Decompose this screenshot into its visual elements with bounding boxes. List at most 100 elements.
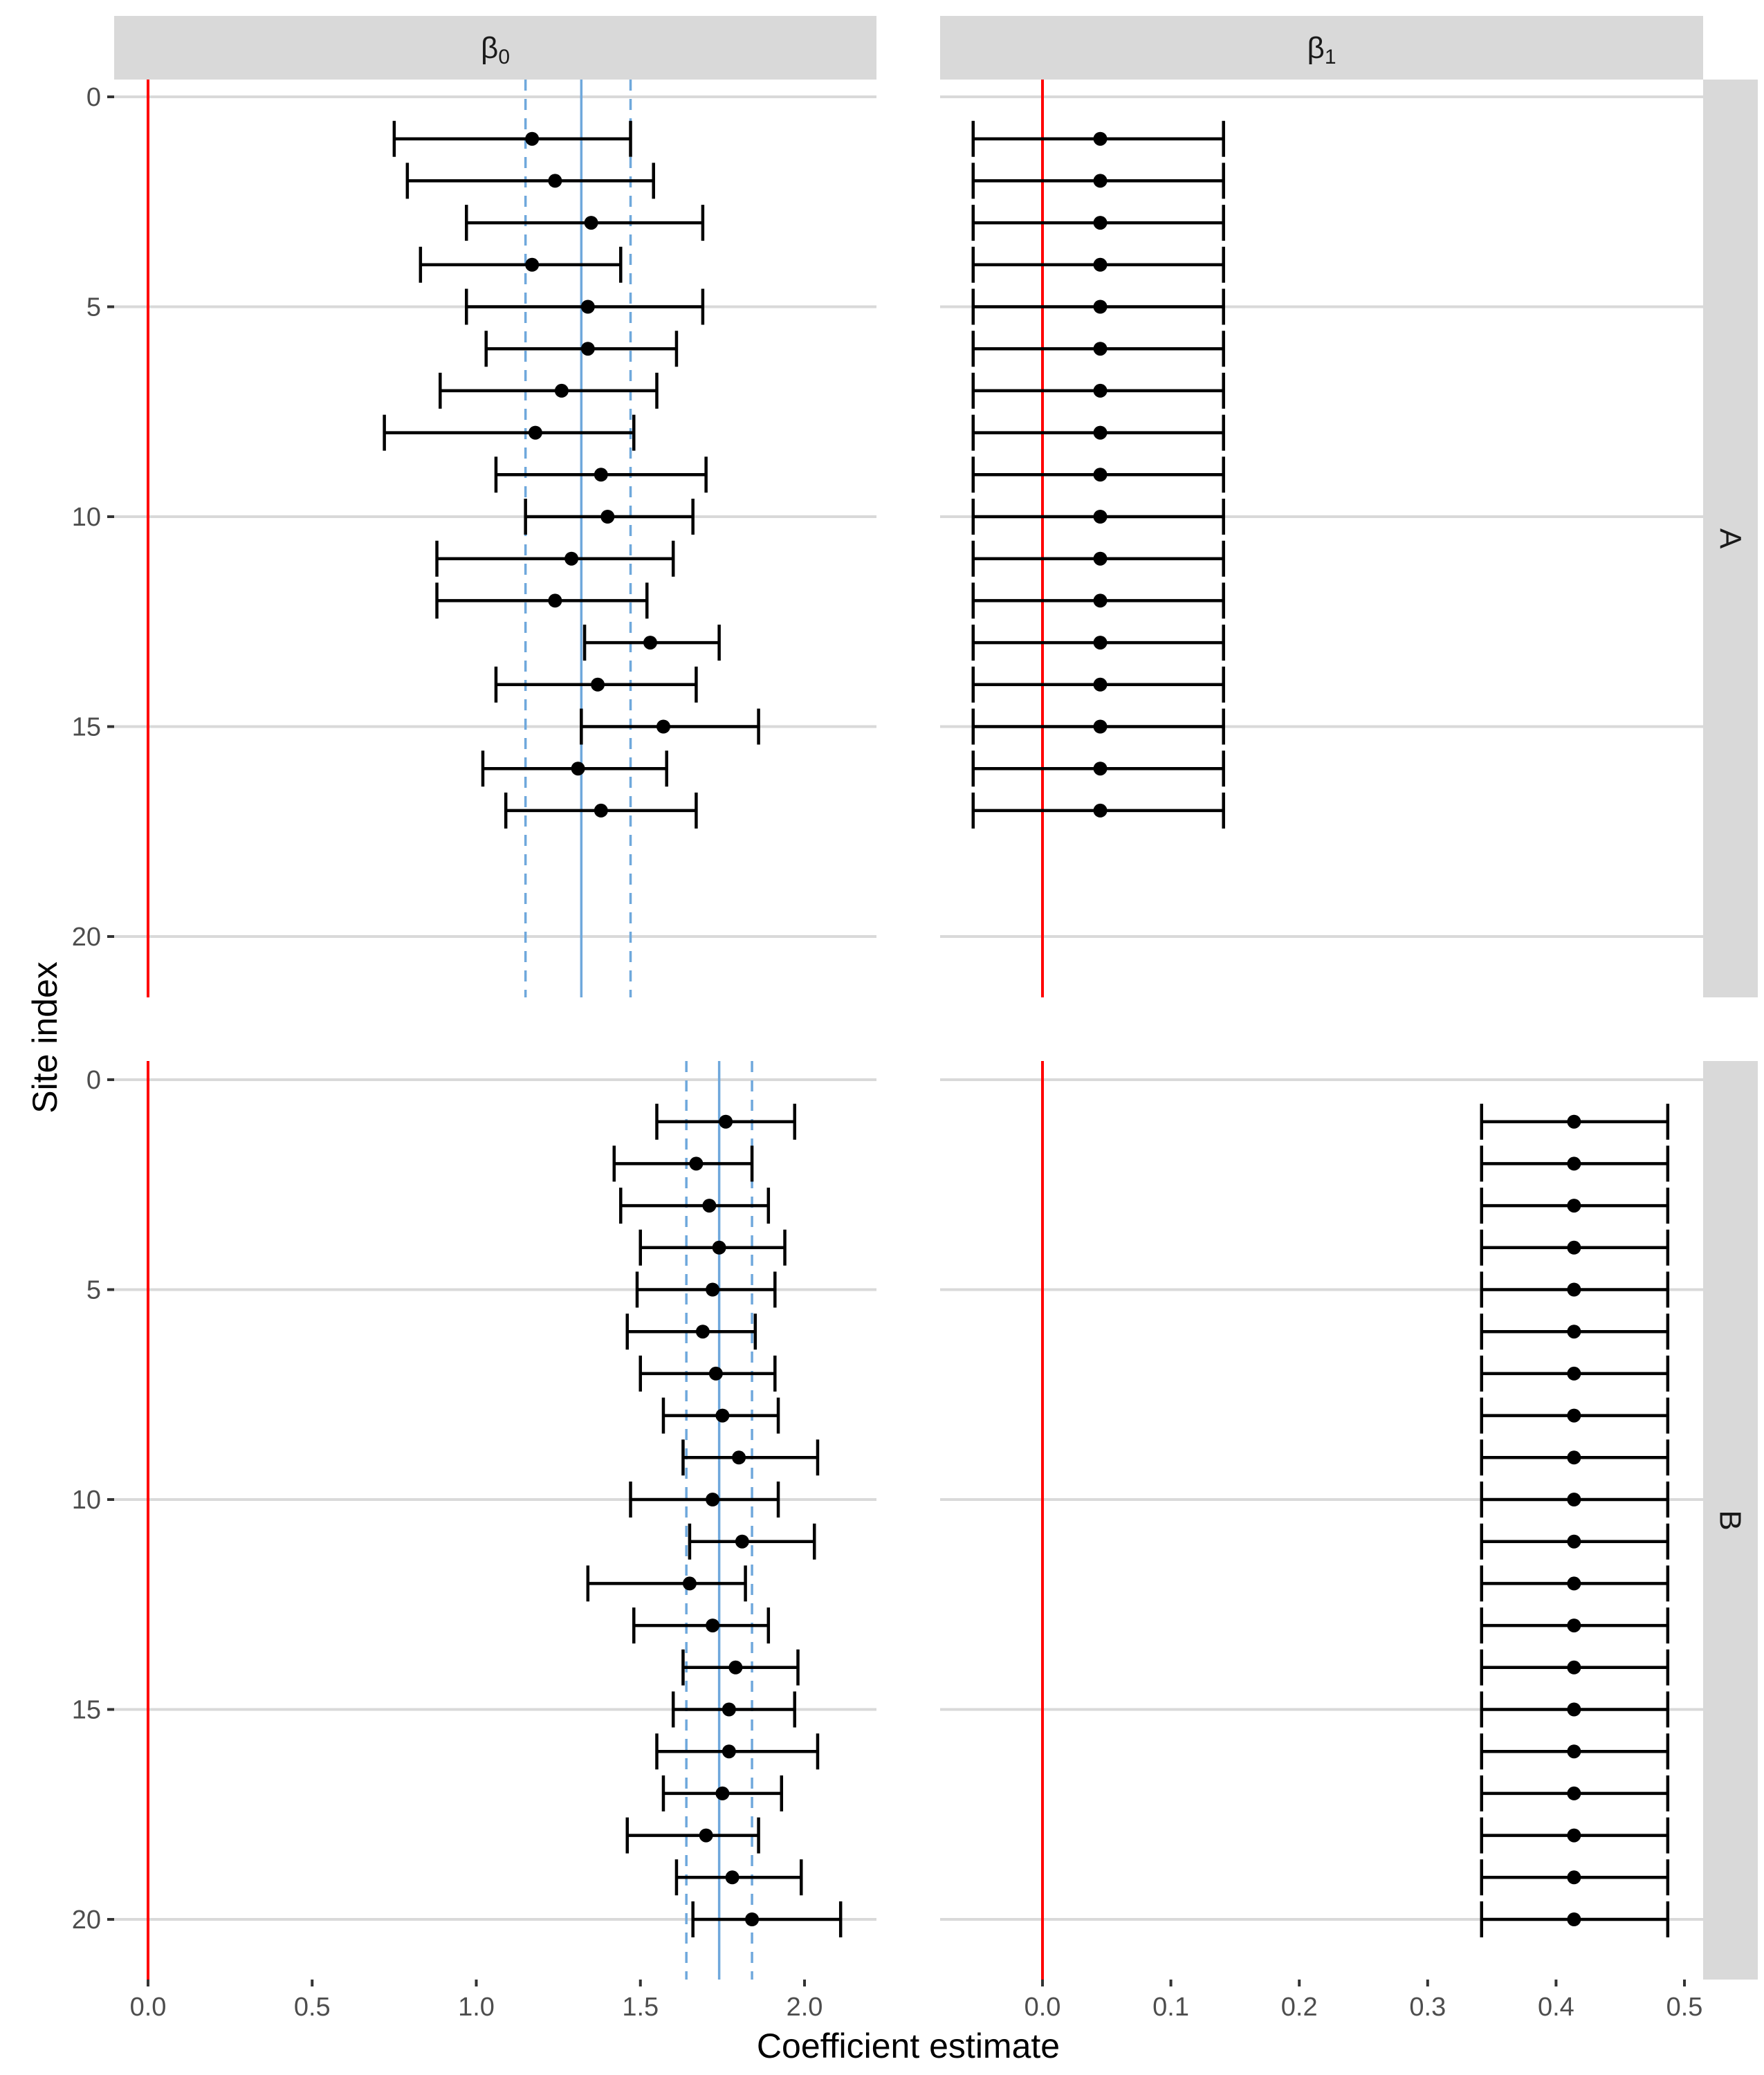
estimate-point <box>594 468 608 482</box>
estimate-point <box>1567 1282 1581 1297</box>
panel-B-β1 <box>940 1061 1703 1980</box>
estimate-point <box>1093 803 1108 818</box>
estimate-point <box>564 551 579 566</box>
estimate-point <box>1567 1576 1581 1591</box>
estimate-point <box>706 1618 720 1633</box>
estimate-point <box>1093 719 1108 734</box>
y-tick-label: 20 <box>72 1906 101 1935</box>
estimate-point <box>1567 1534 1581 1549</box>
x-tick-label: 2.0 <box>787 1993 823 2022</box>
estimate-point <box>1093 174 1108 188</box>
estimate-point <box>591 677 605 692</box>
estimate-point <box>594 803 608 818</box>
facet-strip-label: β1 <box>1307 31 1336 68</box>
y-tick-label: 10 <box>72 503 101 532</box>
estimate-point <box>571 762 585 776</box>
y-tick-label: 15 <box>72 713 101 742</box>
estimate-point <box>528 425 542 440</box>
estimate-point <box>525 131 540 146</box>
estimate-point <box>1093 299 1108 314</box>
estimate-point <box>722 1744 736 1759</box>
facet-strip-column <box>940 16 1703 80</box>
estimate-point <box>725 1870 739 1885</box>
estimate-point <box>722 1702 736 1717</box>
estimate-point <box>1567 1828 1581 1843</box>
estimate-point <box>1093 257 1108 272</box>
facet-strip-row <box>1703 80 1758 997</box>
estimate-point <box>1567 1156 1581 1171</box>
estimate-point <box>1093 216 1108 230</box>
estimate-point <box>548 593 562 608</box>
estimate-point <box>1093 342 1108 356</box>
estimate-point <box>1567 1199 1581 1213</box>
estimate-point <box>1093 131 1108 146</box>
y-tick-label: 5 <box>86 1276 101 1305</box>
x-tick-label: 0.5 <box>294 1993 331 2022</box>
estimate-point <box>719 1114 733 1129</box>
estimate-point <box>1093 468 1108 482</box>
estimate-point <box>689 1156 704 1171</box>
estimate-point <box>702 1199 717 1213</box>
x-axis-title: Coefficient estimate <box>757 2027 1060 2065</box>
y-tick-label: 20 <box>72 923 101 952</box>
estimate-point <box>1093 510 1108 524</box>
estimate-point <box>656 719 670 734</box>
estimate-point <box>554 383 569 398</box>
panel-B-β0 <box>114 1061 876 1980</box>
y-tick-label: 0 <box>86 83 101 112</box>
estimate-point <box>1567 1450 1581 1465</box>
estimate-point <box>1093 383 1108 398</box>
y-tick-label: 0 <box>86 1066 101 1095</box>
estimate-point <box>728 1660 743 1675</box>
estimate-point <box>706 1282 720 1297</box>
estimate-point <box>525 257 540 272</box>
facet-strip-row-label: A <box>1714 528 1747 549</box>
y-tick-label: 15 <box>72 1696 101 1725</box>
x-tick-label: 0.0 <box>130 1993 167 2022</box>
estimate-point <box>1567 1114 1581 1129</box>
estimate-point <box>745 1912 760 1926</box>
estimate-point <box>1567 1325 1581 1339</box>
estimate-point <box>708 1366 723 1381</box>
facet-strip-row-label: B <box>1714 1510 1747 1530</box>
estimate-point <box>1567 1660 1581 1675</box>
estimate-point <box>600 510 615 524</box>
estimate-point <box>1567 1366 1581 1381</box>
estimate-point <box>699 1828 713 1843</box>
estimate-point <box>712 1240 726 1255</box>
estimate-point <box>580 299 595 314</box>
estimate-point <box>1567 1408 1581 1423</box>
estimate-point <box>1567 1870 1581 1885</box>
estimate-point <box>1567 1618 1581 1633</box>
x-tick-label: 1.0 <box>458 1993 495 2022</box>
estimate-point <box>1567 1744 1581 1759</box>
estimate-point <box>706 1493 720 1506</box>
estimate-point <box>715 1408 730 1423</box>
estimate-point <box>1567 1786 1581 1800</box>
facet-strip-label: β0 <box>481 31 510 68</box>
x-tick-label: 0.4 <box>1538 1993 1574 2022</box>
estimate-point <box>1093 677 1108 692</box>
estimate-point <box>1093 593 1108 608</box>
estimate-point <box>1093 551 1108 566</box>
x-tick-label: 0.0 <box>1025 1993 1061 2022</box>
estimate-point <box>682 1576 697 1591</box>
x-tick-label: 0.2 <box>1281 1993 1318 2022</box>
estimate-point <box>1567 1240 1581 1255</box>
x-tick-label: 0.3 <box>1409 1993 1446 2022</box>
x-tick-label: 1.5 <box>622 1993 659 2022</box>
panel-A-β0 <box>114 80 876 997</box>
panel-A-β1 <box>940 80 1703 997</box>
facet-strip-row <box>1703 1061 1758 1980</box>
estimate-point <box>1567 1493 1581 1506</box>
estimate-point <box>1093 636 1108 650</box>
estimate-point <box>548 174 562 188</box>
estimate-point <box>1567 1912 1581 1926</box>
estimate-point <box>695 1325 710 1339</box>
estimate-point <box>735 1534 749 1549</box>
facet-strip-column <box>114 16 876 80</box>
estimate-point <box>643 636 657 650</box>
y-axis-title: Site index <box>26 961 64 1114</box>
estimate-point <box>1567 1702 1581 1717</box>
